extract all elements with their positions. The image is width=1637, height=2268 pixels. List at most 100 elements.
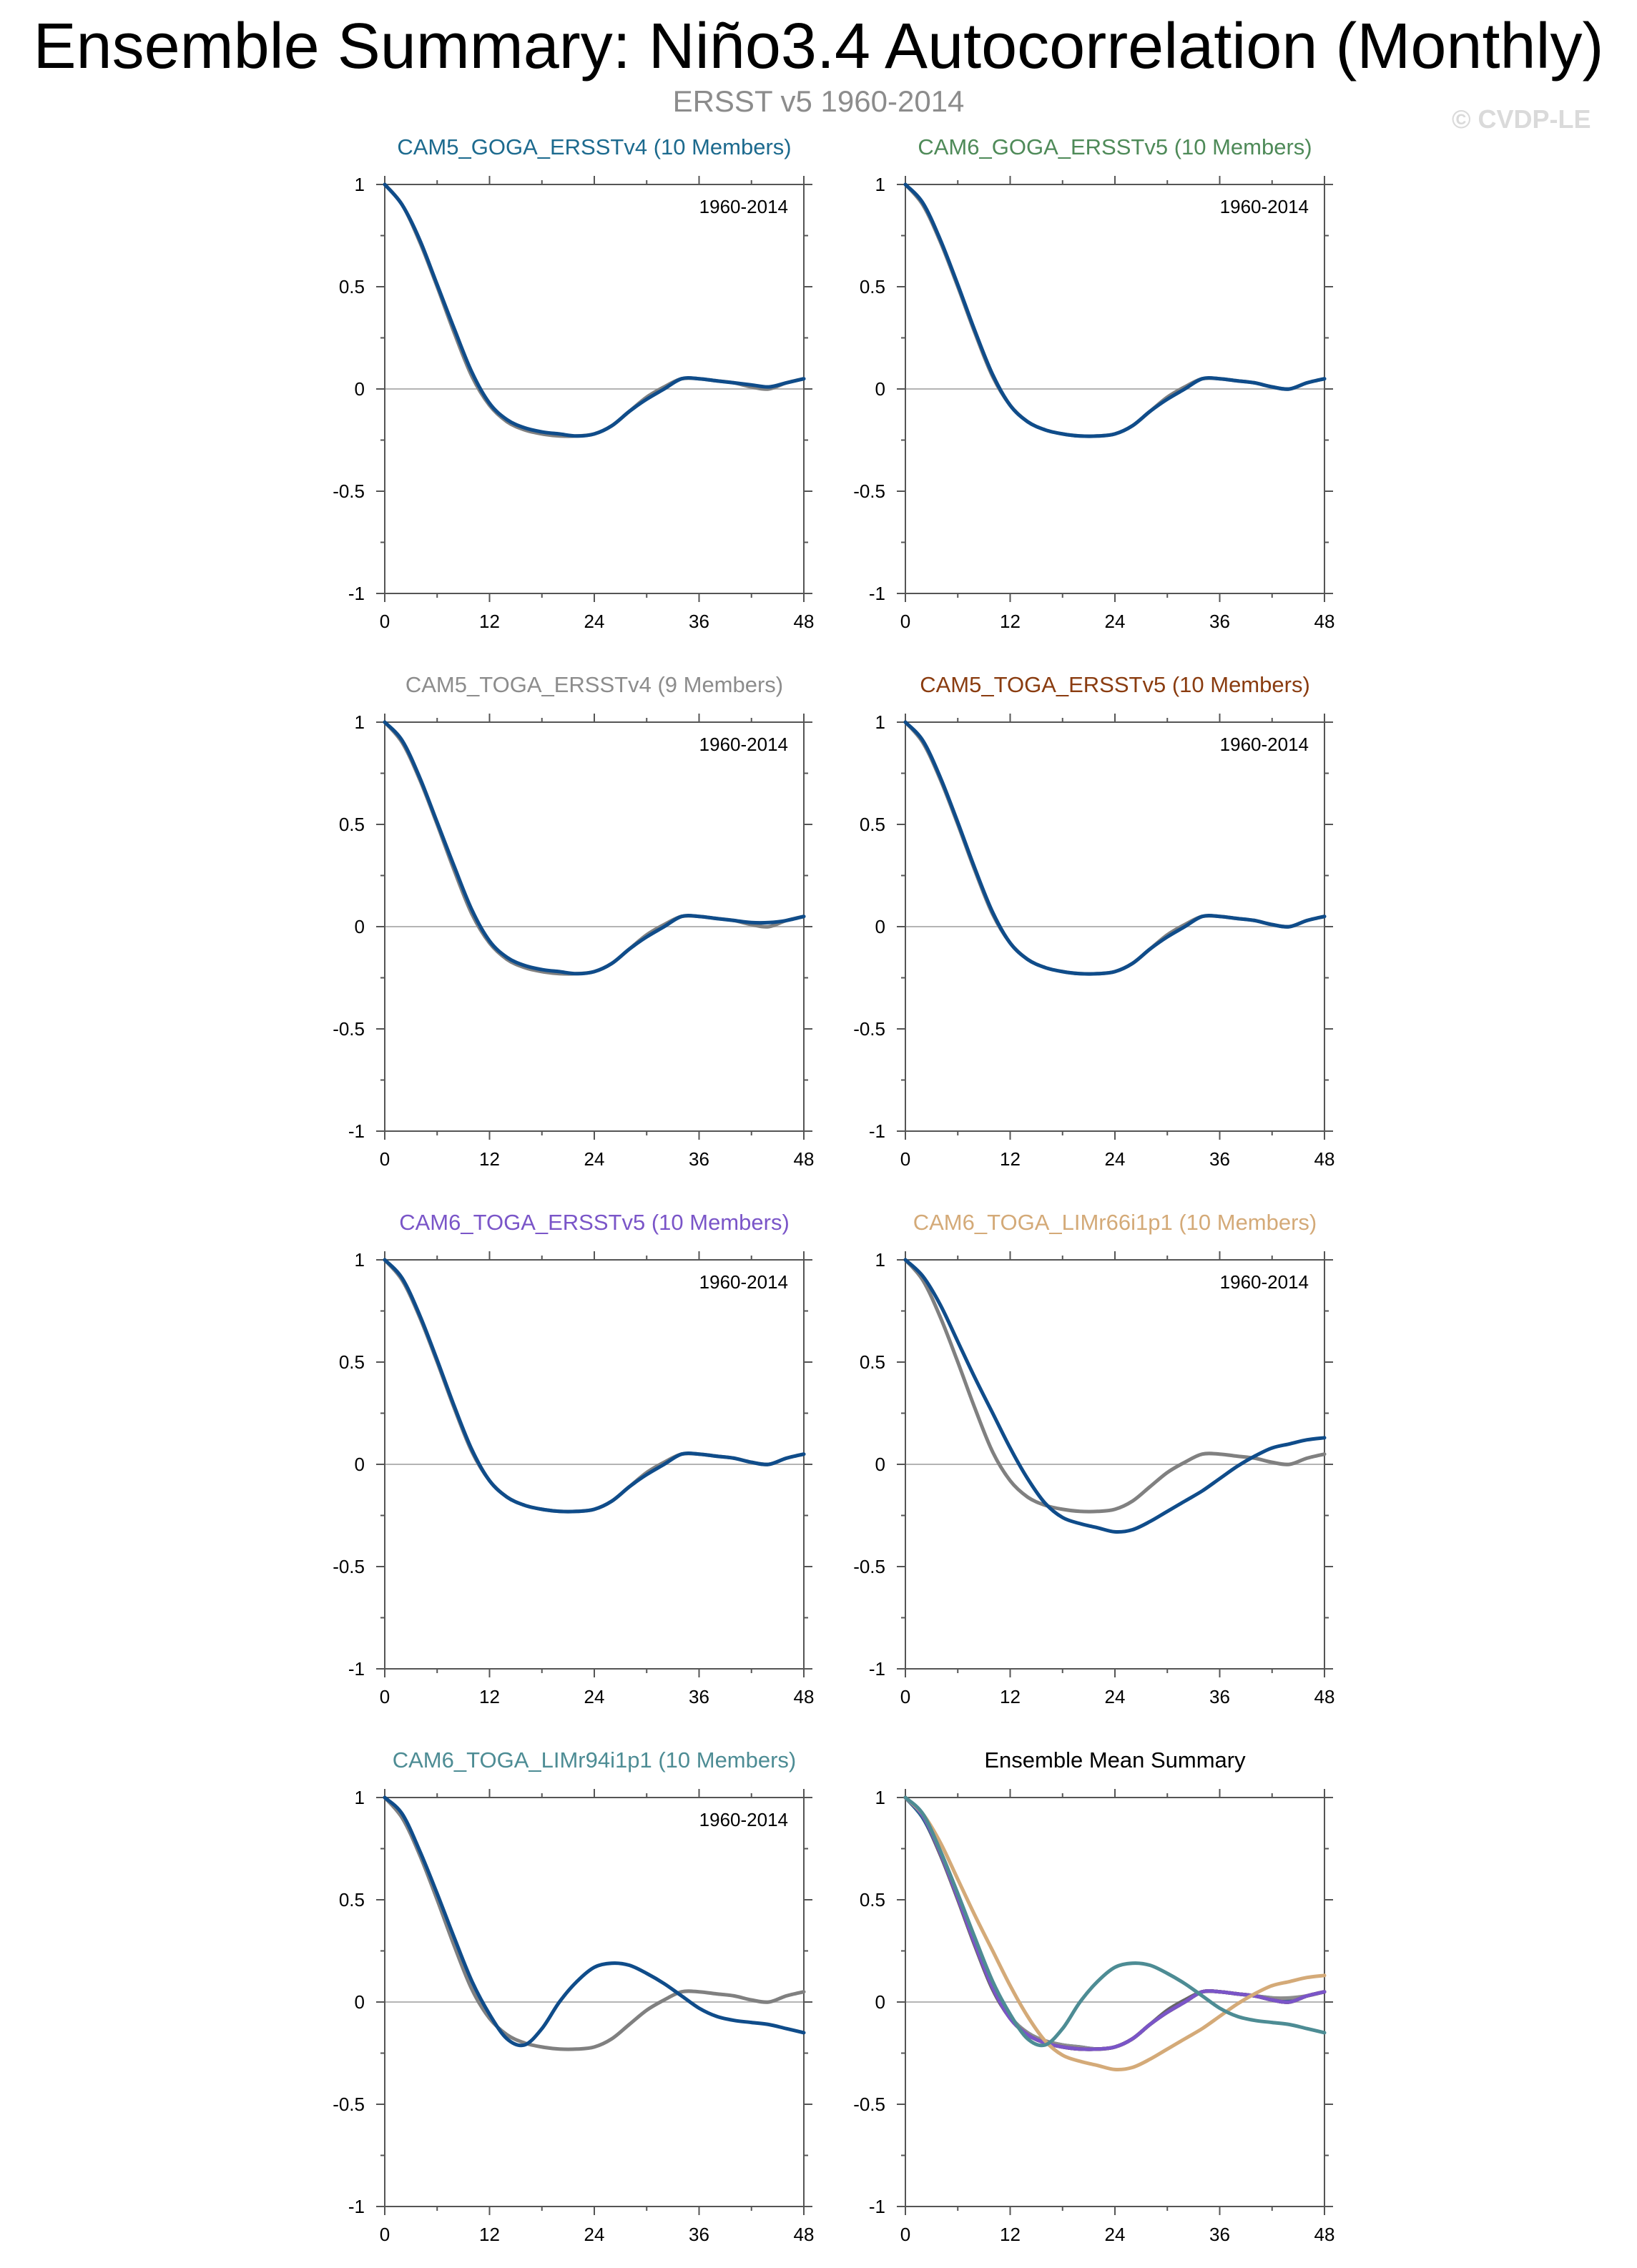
x-tick-label: 12 (1000, 1686, 1021, 1707)
sub-title: ERSST v5 1960-2014 (672, 84, 965, 118)
y-tick-label: 0 (875, 1454, 885, 1475)
x-tick-label: 0 (380, 1148, 390, 1170)
x-tick-label: 36 (1209, 2224, 1230, 2245)
series-line-ensemble-mean (383, 720, 806, 976)
series-line-ensemble-mean (383, 1795, 806, 2048)
y-tick-label: 0.5 (339, 1889, 365, 1910)
y-tick-label: 0 (875, 1991, 885, 2013)
y-tick-label: -1 (348, 583, 365, 604)
panel-title: CAM5_TOGA_ERSSTv4 (9 Members) (405, 672, 783, 697)
y-tick-label: 0.5 (339, 1351, 365, 1373)
y-tick-label: 1 (355, 1249, 365, 1271)
x-tick-label: 48 (794, 1148, 815, 1170)
x-tick-label: 12 (1000, 2224, 1021, 2245)
x-tick-label: 48 (794, 2224, 815, 2245)
y-tick-label: -1 (348, 1120, 365, 1142)
x-tick-label: 0 (380, 2224, 390, 2245)
series-line-ensemble-mean (383, 182, 806, 438)
x-tick-label: 24 (1105, 1148, 1126, 1170)
x-tick-label: 12 (1000, 611, 1021, 632)
x-tick-label: 0 (900, 1148, 910, 1170)
x-tick-label: 36 (1209, 1686, 1230, 1707)
x-tick-label: 24 (1105, 1686, 1126, 1707)
y-tick-label: 1 (875, 174, 885, 195)
period-annotation: 1960-2014 (1220, 734, 1309, 755)
x-tick-label: 24 (584, 1148, 605, 1170)
y-tick-label: 1 (355, 174, 365, 195)
y-tick-label: -0.5 (853, 1556, 885, 1577)
y-tick-label: -1 (869, 1658, 885, 1680)
panel-5: CAM6_TOGA_ERSSTv5 (10 Members) 1 0.5 0 -0.5 -… (333, 1210, 814, 1707)
series-line-ensemble-mean (903, 182, 1327, 438)
panel-title: CAM6_TOGA_ERSSTv5 (10 Members) (399, 1210, 790, 1235)
y-tick-label: -0.5 (333, 1018, 365, 1040)
x-tick-label: 48 (1314, 2224, 1335, 2245)
panel-4: CAM5_TOGA_ERSSTv5 (10 Members) 1 0.5 0 -0.5 -… (853, 672, 1334, 1170)
series-line-cam6-toga-limr94i1p1 (903, 1795, 1327, 2048)
x-tick-label: 0 (900, 1686, 910, 1707)
y-tick-label: -1 (348, 2196, 365, 2217)
y-tick-label: 0 (355, 378, 365, 400)
panel-title: Ensemble Mean Summary (984, 1747, 1246, 1773)
x-tick-label: 24 (1105, 611, 1126, 632)
period-annotation: 1960-2014 (699, 734, 788, 755)
y-tick-label: -0.5 (853, 1018, 885, 1040)
x-tick-label: 48 (1314, 611, 1335, 632)
y-tick-label: -0.5 (333, 480, 365, 502)
panel-title: CAM5_GOGA_ERSSTv4 (10 Members) (397, 134, 791, 159)
panel-title: CAM6_TOGA_LIMr94i1p1 (10 Members) (393, 1747, 797, 1773)
y-tick-label: 0 (355, 1454, 365, 1475)
panel-2: CAM6_GOGA_ERSSTv5 (10 Members) 1 0.5 0 -0.5 -… (853, 134, 1334, 632)
panel-8: Ensemble Mean Summary 1 0.5 0 -0.5 -1 0 12 24 36 4… (853, 1747, 1334, 2245)
period-annotation: 1960-2014 (1220, 196, 1309, 217)
x-tick-label: 24 (584, 2224, 605, 2245)
panel-3: CAM5_TOGA_ERSSTv4 (9 Members) 1 0.5 0 -0.5 -1… (333, 672, 814, 1170)
period-annotation: 1960-2014 (699, 196, 788, 217)
y-tick-label: -0.5 (333, 1556, 365, 1577)
y-tick-label: 1 (875, 1787, 885, 1808)
panel-7: CAM6_TOGA_LIMr94i1p1 (10 Members) 1 0.5 0 -0… (333, 1747, 814, 2245)
x-tick-label: 36 (689, 2224, 709, 2245)
x-tick-label: 36 (1209, 611, 1230, 632)
y-tick-label: 0 (355, 916, 365, 937)
x-tick-label: 12 (1000, 1148, 1021, 1170)
panel-title: CAM5_TOGA_ERSSTv5 (10 Members) (920, 672, 1310, 697)
series-line-ersst-v5 (903, 1258, 1327, 1514)
y-tick-label: 0 (875, 916, 885, 937)
x-tick-label: 0 (900, 611, 910, 632)
x-tick-label: 24 (584, 1686, 605, 1707)
y-tick-label: 0 (355, 1991, 365, 2013)
period-annotation: 1960-2014 (1220, 1271, 1309, 1293)
x-tick-label: 12 (479, 1686, 500, 1707)
y-tick-label: 0.5 (860, 1351, 885, 1373)
x-tick-label: 0 (380, 1686, 390, 1707)
x-tick-label: 0 (380, 611, 390, 632)
y-tick-label: 0.5 (860, 276, 885, 297)
series-line-ensemble-mean (903, 1258, 1327, 1534)
period-annotation: 1960-2014 (699, 1809, 788, 1830)
y-tick-label: -1 (869, 1120, 885, 1142)
y-tick-label: 0 (875, 378, 885, 400)
y-tick-label: -1 (869, 2196, 885, 2217)
series-line-ensemble-mean (383, 1258, 806, 1514)
x-tick-label: 24 (584, 611, 605, 632)
panel-6: CAM6_TOGA_LIMr66i1p1 (10 Members) 1 0.5 0 -0… (853, 1210, 1334, 1707)
x-tick-label: 36 (689, 1686, 709, 1707)
y-tick-label: -1 (869, 583, 885, 604)
y-tick-label: 0.5 (339, 814, 365, 835)
x-tick-label: 36 (689, 1148, 709, 1170)
series-line-ersst-v5 (383, 1795, 806, 2051)
series-line-ensemble-mean (903, 720, 1327, 976)
y-tick-label: 1 (355, 1787, 365, 1808)
y-tick-label: 0.5 (860, 814, 885, 835)
y-tick-label: -0.5 (333, 2094, 365, 2115)
y-tick-label: 1 (355, 711, 365, 733)
main-title: Ensemble Summary: Niño3.4 Autocorrelatio… (33, 11, 1604, 82)
period-annotation: 1960-2014 (699, 1271, 788, 1293)
y-tick-label: 1 (875, 1249, 885, 1271)
y-tick-label: 1 (875, 711, 885, 733)
x-tick-label: 12 (479, 2224, 500, 2245)
x-tick-label: 48 (1314, 1686, 1335, 1707)
x-tick-label: 48 (794, 611, 815, 632)
x-tick-label: 24 (1105, 2224, 1126, 2245)
